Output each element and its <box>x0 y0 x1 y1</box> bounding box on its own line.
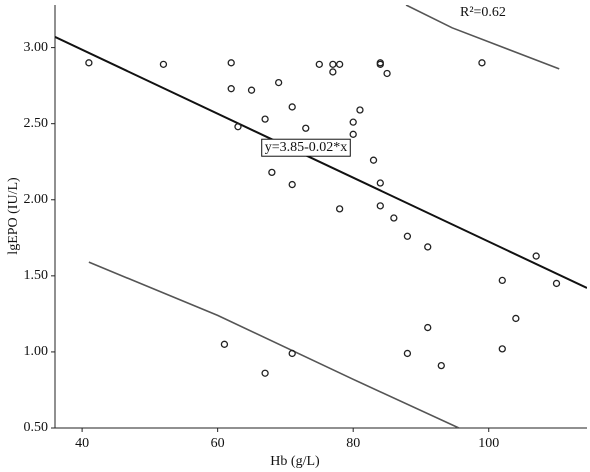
data-point <box>376 202 384 210</box>
x-tick-label: 60 <box>211 436 225 451</box>
data-point <box>288 103 296 111</box>
data-point <box>369 156 378 164</box>
data-point <box>512 314 520 323</box>
data-point <box>302 124 310 132</box>
y-tick-label: 3.00 <box>24 40 49 55</box>
data-point <box>329 60 337 68</box>
data-point <box>376 179 384 187</box>
x-tick-label: 100 <box>478 436 499 451</box>
data-point <box>315 60 323 68</box>
y-axis-label: lgEPO (IU/L) <box>6 177 21 255</box>
data-point <box>437 361 445 370</box>
data-point <box>261 115 269 123</box>
data-point <box>498 345 506 353</box>
data-point <box>383 69 391 78</box>
data-point <box>403 232 412 240</box>
data-point <box>349 118 357 126</box>
data-point <box>274 78 283 87</box>
data-point <box>329 68 337 76</box>
fit-line <box>88 261 460 428</box>
x-tick-label: 40 <box>75 436 89 451</box>
data-point <box>288 180 296 189</box>
y-tick-label: 1.50 <box>24 268 49 283</box>
data-point <box>356 106 364 114</box>
data-point <box>234 123 242 131</box>
data-point <box>424 323 432 332</box>
data-point <box>552 279 561 288</box>
data-point <box>220 340 229 348</box>
data-point <box>288 349 296 358</box>
data-point <box>478 59 486 67</box>
x-tick-label: 80 <box>346 436 360 451</box>
data-point <box>261 369 269 377</box>
data-point <box>227 59 235 67</box>
y-tick-label: 1.00 <box>24 344 49 359</box>
fit-line <box>55 36 587 289</box>
data-point <box>498 276 506 285</box>
y-tick-label: 2.50 <box>24 116 49 131</box>
data-point <box>376 60 384 68</box>
data-point <box>335 60 344 68</box>
data-point <box>532 252 540 260</box>
data-point <box>85 59 93 67</box>
data-point <box>227 85 235 93</box>
y-tick-label: 0.50 <box>24 420 49 435</box>
equation-box <box>261 138 351 157</box>
data-point <box>268 168 276 177</box>
data-point <box>159 60 168 68</box>
data-point <box>403 349 412 358</box>
data-point <box>247 86 256 94</box>
data-point <box>335 205 344 213</box>
data-point <box>390 214 398 222</box>
x-axis-label: Hb (g/L) <box>270 454 320 469</box>
data-point <box>424 243 432 251</box>
r-squared-label: R²=0.62 <box>460 5 506 20</box>
equation-label: y=3.85-0.02*x <box>265 140 348 155</box>
y-tick-label: 2.00 <box>24 192 49 207</box>
data-point <box>349 130 357 138</box>
fit-line <box>405 5 560 70</box>
